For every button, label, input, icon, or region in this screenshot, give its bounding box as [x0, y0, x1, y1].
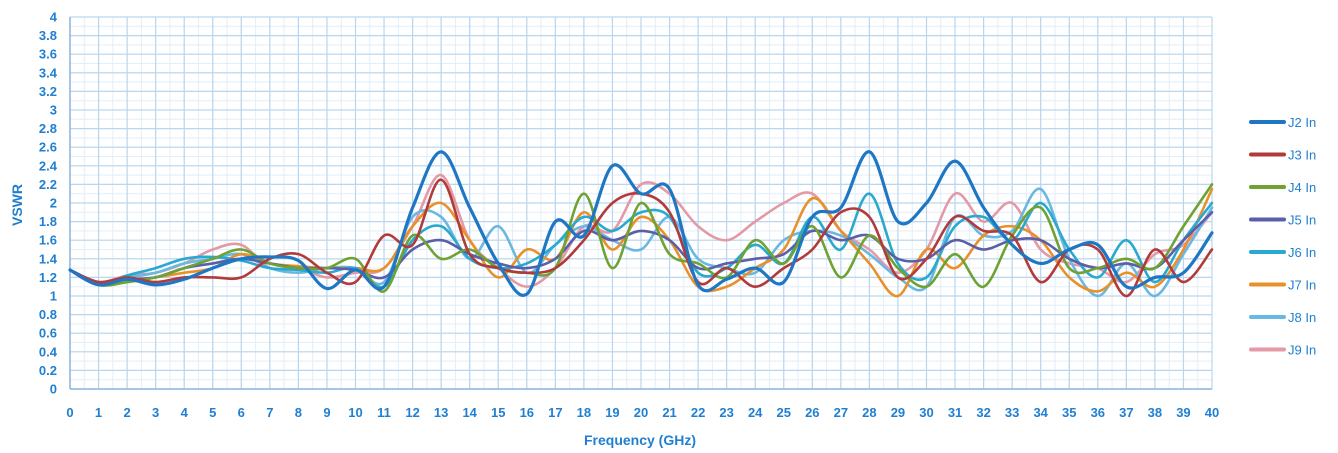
y-tick-label: 1: [50, 289, 57, 304]
y-tick-label: 2.6: [39, 140, 57, 155]
x-tick-label: 23: [719, 405, 733, 420]
x-tick-label: 32: [976, 405, 990, 420]
y-tick-label: 1.6: [39, 233, 57, 248]
x-tick-label: 2: [123, 405, 130, 420]
x-tick-label: 25: [777, 405, 791, 420]
legend-label: J2 In: [1288, 115, 1316, 130]
x-tick-label: 27: [834, 405, 848, 420]
axis-layer: 0 1 2 3 4 5 6 7 8 9 10 11 12 13 14 15 16 17 18 19 20 21 22 23 24…: [39, 10, 1219, 421]
x-tick-label: 33: [1005, 405, 1019, 420]
x-tick-label: 18: [577, 405, 591, 420]
y-tick-label: 1.4: [39, 251, 58, 266]
x-tick-label: 21: [662, 405, 676, 420]
legend-item-j6-in: J6 In: [1249, 245, 1316, 260]
x-tick-label: 15: [491, 405, 505, 420]
legend-label: J6 In: [1288, 245, 1316, 260]
series-line-j8-in: [68, 187, 1214, 298]
legend-item-j8-in: J8 In: [1249, 310, 1316, 325]
y-tick-label: 0.2: [39, 363, 57, 378]
x-tick-label: 10: [348, 405, 362, 420]
y-tick-label: 3: [50, 103, 57, 118]
x-tick-label: 17: [548, 405, 562, 420]
y-tick-label: 1.2: [39, 270, 57, 285]
x-tick-label: 26: [805, 405, 819, 420]
x-tick-label: 22: [691, 405, 705, 420]
x-tick-label: 30: [919, 405, 933, 420]
x-axis-title: Frequency (GHz): [584, 432, 696, 448]
y-axis-title: VSWR: [9, 184, 25, 226]
x-tick-label: 24: [748, 405, 763, 420]
legend-item-j2-in: J2 In: [1249, 115, 1316, 130]
x-tick-label: 4: [181, 405, 189, 420]
y-tick-label: 3.4: [39, 65, 58, 80]
y-tick-label: 2: [50, 196, 57, 211]
x-tick-label: 20: [634, 405, 648, 420]
legend-item-j5-in: J5 In: [1249, 213, 1316, 228]
y-tick-label: 2.8: [39, 121, 57, 136]
legend-label: J9 In: [1288, 343, 1316, 358]
x-tick-label: 0: [66, 405, 73, 420]
x-tick-label: 9: [323, 405, 330, 420]
x-tick-label: 3: [152, 405, 159, 420]
x-tick-label: 39: [1176, 405, 1190, 420]
y-tick-label: 0.8: [39, 307, 57, 322]
legend-item-j3-in: J3 In: [1249, 148, 1316, 163]
legend-item-j9-in: J9 In: [1249, 343, 1316, 358]
x-tick-label: 40: [1205, 405, 1219, 420]
y-tick-label: 2.4: [39, 158, 58, 173]
y-tick-label: 3.6: [39, 47, 57, 62]
x-tick-label: 37: [1119, 405, 1133, 420]
x-tick-label: 13: [434, 405, 448, 420]
x-tick-label: 35: [1062, 405, 1076, 420]
x-tick-label: 16: [520, 405, 534, 420]
legend-label: J4 In: [1288, 180, 1316, 195]
x-tick-label: 36: [1091, 405, 1105, 420]
y-tick-label: 4: [50, 10, 58, 25]
y-tick-label: 1.8: [39, 214, 57, 229]
x-tick-label: 8: [295, 405, 302, 420]
legend-item-j4-in: J4 In: [1249, 180, 1316, 195]
y-tick-label: 2.2: [39, 177, 57, 192]
series-line-j2-in: [68, 150, 1214, 297]
series-line-j5-in: [68, 211, 1214, 284]
legend-label: J3 In: [1288, 148, 1316, 163]
series-layer: [68, 150, 1214, 298]
x-tick-label: 11: [377, 405, 391, 420]
grid-layer: [69, 16, 1213, 390]
legend-label: J7 In: [1288, 278, 1316, 293]
x-tick-label: 28: [862, 405, 876, 420]
x-tick-label: 31: [948, 405, 962, 420]
y-tick-label: 0.4: [39, 344, 58, 359]
y-tick-label: 3.8: [39, 28, 57, 43]
series-line-j6-in: [68, 192, 1214, 289]
legend-item-j7-in: J7 In: [1249, 278, 1316, 293]
x-tick-label: 7: [266, 405, 273, 420]
y-tick-label: 3.2: [39, 84, 57, 99]
x-tick-label: 5: [209, 405, 216, 420]
x-tick-label: 34: [1033, 405, 1048, 420]
legend: J2 In J3 In J4 In J5 In J6 In J7 In J8 In J9 In: [1249, 115, 1316, 358]
legend-label: J5 In: [1288, 213, 1316, 228]
x-tick-label: 14: [462, 405, 477, 420]
series-line-j4-in: [68, 183, 1214, 293]
x-tick-label: 29: [891, 405, 905, 420]
x-tick-label: 38: [1148, 405, 1162, 420]
legend-label: J8 In: [1288, 310, 1316, 325]
x-tick-label: 1: [95, 405, 102, 420]
x-tick-label: 12: [405, 405, 419, 420]
y-tick-label: 0: [50, 382, 57, 397]
x-tick-label: 19: [605, 405, 619, 420]
y-tick-label: 0.6: [39, 326, 57, 341]
x-tick-label: 6: [238, 405, 245, 420]
